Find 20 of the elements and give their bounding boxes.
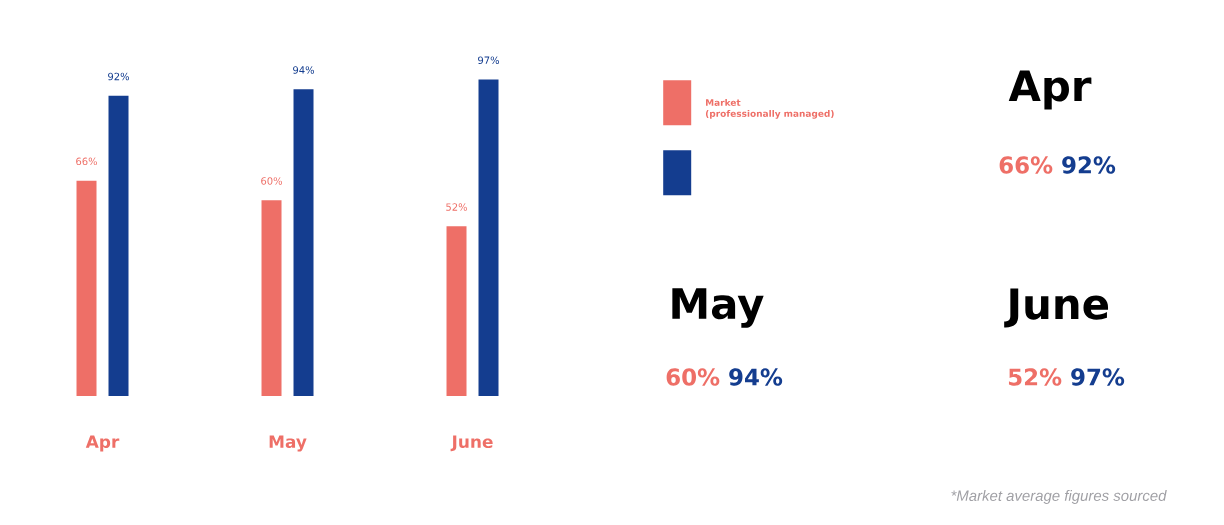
data-label: 52% <box>446 203 468 211</box>
category-label: Apr <box>1008 70 1092 110</box>
text: 97% <box>1071 368 1125 386</box>
data-label: 94% <box>293 66 315 74</box>
text: 92% <box>1062 156 1116 174</box>
category-label: May <box>672 288 764 328</box>
text: 52% <box>1008 368 1062 386</box>
text: 66% <box>999 156 1053 174</box>
text: Market (professionally managed) <box>705 99 834 119</box>
text: 94% <box>729 368 783 386</box>
data-label: 92% <box>108 72 130 81</box>
data-label: 97% <box>478 56 500 64</box>
category-label: June <box>1004 288 1109 328</box>
text: 60% <box>666 368 720 386</box>
text: *Market average figures sourced <box>951 490 1167 504</box>
x-tick-label: Apr <box>85 435 120 452</box>
x-tick-label: May <box>269 435 307 452</box>
data-label: 60% <box>261 177 283 185</box>
x-tick-label: June <box>450 435 493 452</box>
data-label: 66% <box>76 157 98 166</box>
